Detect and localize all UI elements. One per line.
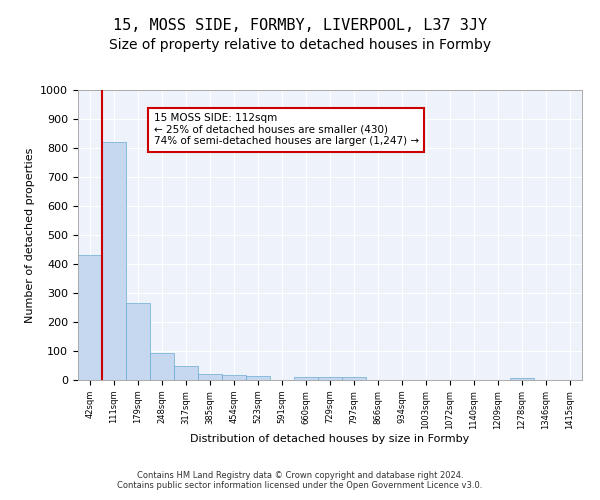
Text: 15 MOSS SIDE: 112sqm
← 25% of detached houses are smaller (430)
74% of semi-deta: 15 MOSS SIDE: 112sqm ← 25% of detached h… — [154, 113, 419, 146]
Bar — [126, 303, 150, 380]
Text: Contains HM Land Registry data © Crown copyright and database right 2024.
Contai: Contains HM Land Registry data © Crown c… — [118, 470, 482, 490]
Bar — [78, 256, 102, 380]
Bar — [294, 376, 318, 380]
Bar — [150, 354, 174, 380]
Bar — [102, 142, 126, 380]
Bar — [174, 366, 198, 380]
Bar — [222, 376, 246, 380]
Bar — [510, 378, 534, 380]
Bar — [318, 376, 342, 380]
Y-axis label: Number of detached properties: Number of detached properties — [25, 148, 35, 322]
Text: 15, MOSS SIDE, FORMBY, LIVERPOOL, L37 3JY: 15, MOSS SIDE, FORMBY, LIVERPOOL, L37 3J… — [113, 18, 487, 32]
Bar — [198, 374, 222, 380]
Text: Size of property relative to detached houses in Formby: Size of property relative to detached ho… — [109, 38, 491, 52]
X-axis label: Distribution of detached houses by size in Formby: Distribution of detached houses by size … — [190, 434, 470, 444]
Bar — [342, 376, 366, 380]
Bar — [246, 376, 270, 380]
